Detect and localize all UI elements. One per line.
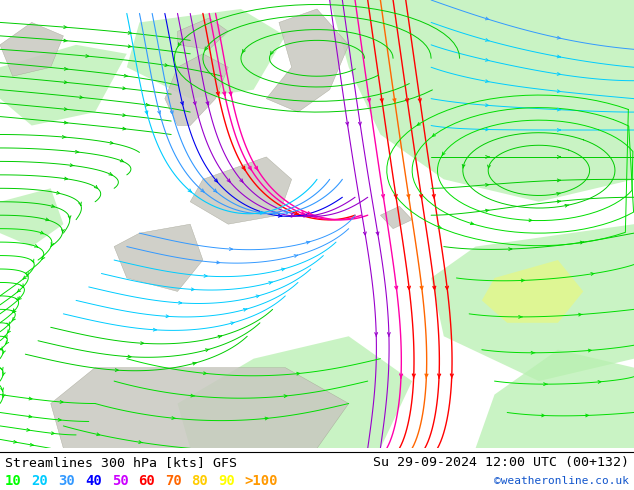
Polygon shape (482, 260, 583, 323)
Text: 50: 50 (112, 474, 128, 488)
Polygon shape (127, 9, 285, 98)
Text: 90: 90 (218, 474, 235, 488)
Polygon shape (51, 368, 349, 448)
Text: 30: 30 (58, 474, 75, 488)
Text: 20: 20 (32, 474, 48, 488)
Polygon shape (0, 23, 63, 76)
Text: 70: 70 (165, 474, 181, 488)
Text: >100: >100 (245, 474, 278, 488)
Polygon shape (476, 350, 634, 448)
Text: 10: 10 (5, 474, 22, 488)
Polygon shape (0, 45, 127, 125)
Polygon shape (380, 206, 412, 229)
Polygon shape (165, 54, 228, 125)
Text: ©weatheronline.co.uk: ©weatheronline.co.uk (494, 476, 629, 486)
Polygon shape (431, 224, 634, 381)
Polygon shape (190, 157, 292, 224)
Text: 60: 60 (138, 474, 155, 488)
Text: Su 29-09-2024 12:00 UTC (00+132): Su 29-09-2024 12:00 UTC (00+132) (373, 456, 629, 469)
Polygon shape (330, 0, 634, 202)
Text: 40: 40 (85, 474, 101, 488)
Polygon shape (178, 18, 228, 49)
Text: Streamlines 300 hPa [kts] GFS: Streamlines 300 hPa [kts] GFS (5, 456, 237, 469)
Text: 80: 80 (191, 474, 208, 488)
Polygon shape (266, 9, 349, 112)
Polygon shape (114, 224, 203, 292)
Polygon shape (0, 188, 63, 246)
Polygon shape (178, 336, 412, 448)
